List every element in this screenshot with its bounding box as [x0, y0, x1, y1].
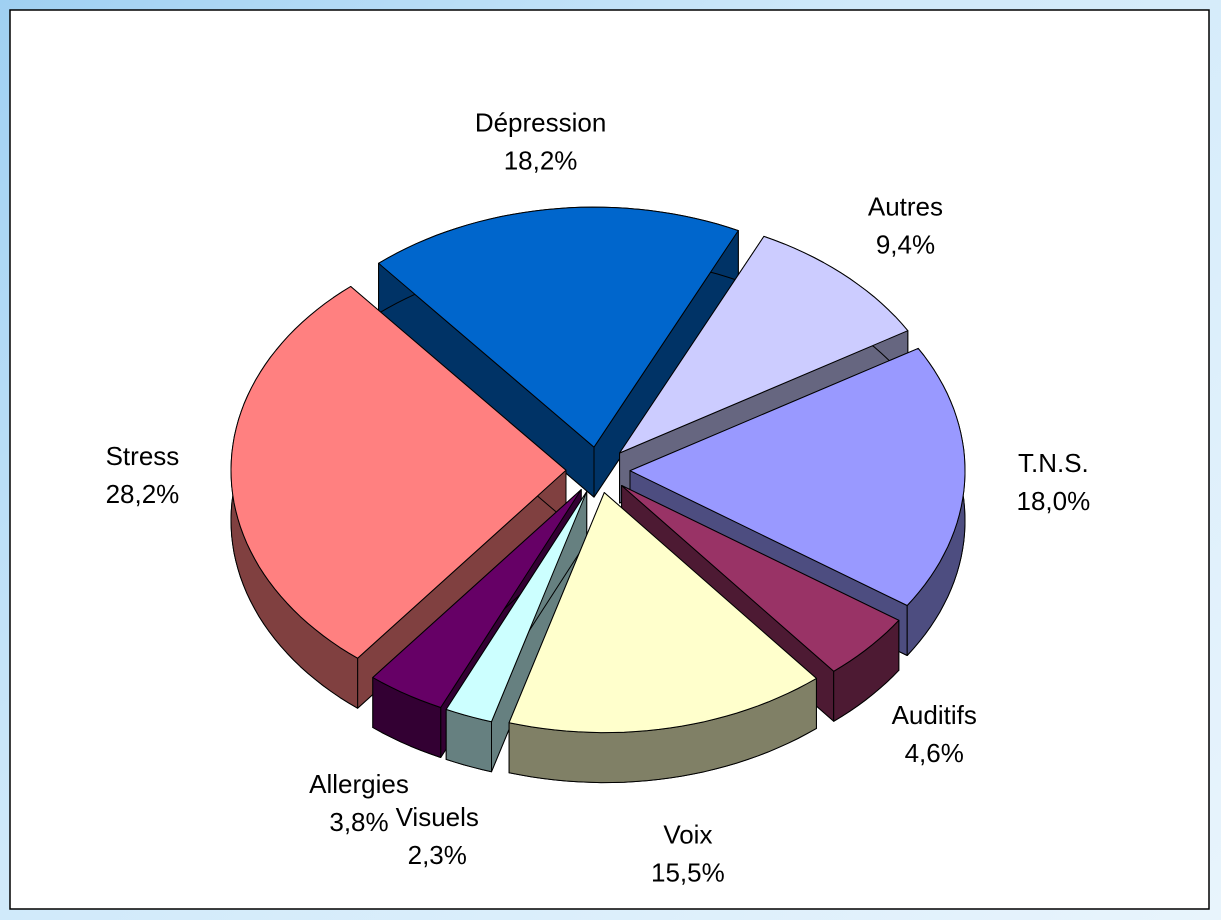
slice-top [508, 492, 817, 734]
slice-top [619, 235, 909, 454]
slice-label: Allergies [309, 769, 409, 799]
slice-value-label: 2,3% [408, 840, 467, 870]
slice-top [372, 489, 582, 708]
slice-value-label: 15,5% [651, 857, 725, 887]
slice-value-label: 18,2% [504, 145, 578, 175]
slice-label: Visuels [396, 802, 479, 832]
slice-label: Dépression [475, 107, 607, 137]
slice-value-label: 28,2% [106, 479, 180, 509]
slice-label: Auditifs [892, 700, 977, 730]
slice-value-label: 3,8% [329, 807, 388, 837]
slice-label: Autres [868, 191, 943, 221]
pie-slice [508, 492, 817, 784]
slice-value-label: 4,6% [905, 738, 964, 768]
slice-label: Voix [663, 819, 712, 849]
pie-slice [378, 206, 739, 498]
slice-value-label: 18,0% [1017, 486, 1091, 516]
slice-label: Stress [106, 441, 180, 471]
slice-top [378, 206, 739, 448]
slice-top [445, 491, 588, 723]
slice-top [629, 347, 966, 606]
slice-value-label: 9,4% [876, 229, 935, 259]
pie-slice [230, 286, 567, 709]
slice-top [621, 485, 900, 672]
pie-slice [445, 491, 588, 773]
slice-label: T.N.S. [1018, 448, 1089, 478]
slice-top [230, 286, 567, 659]
